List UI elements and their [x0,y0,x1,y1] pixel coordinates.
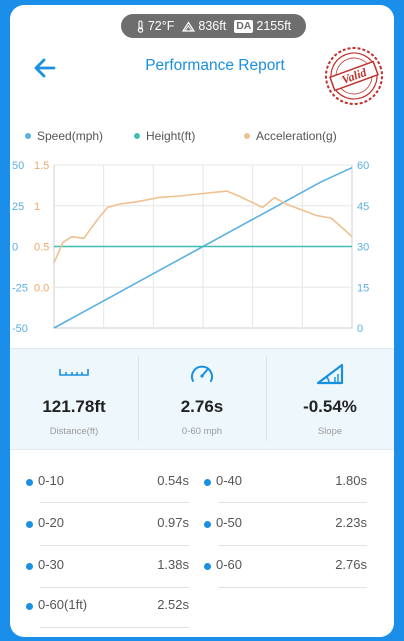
tick-label-height: 0 [12,242,18,254]
split-time: 0.54s [157,473,189,488]
split-time: 1.80s [335,473,367,488]
stat-slope: -0.54% Slope [266,349,394,449]
split-time: 0.97s [157,515,189,530]
split-row: 0-10 0.54s [26,473,189,493]
split-time: 2.76s [335,557,367,572]
stat-distance-label: Distance(ft) [49,426,99,437]
split-bullet [26,521,33,528]
conditions-pill: 72°F 836ft DA 2155ft [121,14,306,38]
split-row: 0-50 2.23s [204,515,367,535]
split-label: 0-20 [38,515,65,530]
split-time: 2.23s [335,515,367,530]
speedometer-icon [191,365,213,382]
legend-acceleration[interactable]: Acceleration(g) [244,129,337,143]
split-bullet [26,479,33,486]
tick-label-speed: 45 [357,201,369,213]
split-separator [40,627,189,628]
tick-label-speed: 15 [357,282,369,294]
split-bullet [26,563,33,570]
split-time: 2.52s [157,597,189,612]
legend-speed[interactable]: Speed(mph) [25,129,103,143]
tick-label-acceleration: 0.0 [34,282,49,294]
split-label: 0-60(1ft) [38,597,88,612]
split-bullet [204,563,211,570]
stat-0-60-value: 2.76s [180,397,224,416]
stats-divider [266,357,267,441]
legend-acceleration-label: Acceleration(g) [256,129,337,143]
legend-speed-label: Speed(mph) [37,129,104,143]
split-label: 0-30 [38,557,65,572]
stat-0-60: 2.76s 0-60 mph [138,349,266,449]
split-separator [40,502,189,503]
legend-height[interactable]: Height(ft) [134,129,195,143]
split-label: 0-50 [216,515,243,530]
thermometer-icon [137,19,144,33]
tick-label-acceleration: 0.5 [34,242,49,254]
temperature-item: 72°F [136,19,175,33]
split-time: 1.38s [157,557,189,572]
split-separator [218,587,367,588]
performance-chart[interactable]: 50 25 0 -25 -50 1.5 1 0.5 0.0 60 45 30 15 0 [10,155,394,345]
tick-label-acceleration: 1 [34,201,40,213]
tick-label-speed: 60 [357,160,369,172]
mountain-icon [182,20,196,32]
tick-label-height: 50 [12,160,24,172]
split-separator [40,545,189,546]
report-card: 72°F 836ft DA 2155ft Performance Report … [10,5,394,637]
tick-label-height: -25 [12,282,28,294]
tick-label-acceleration: 1.5 [34,160,49,172]
split-row: 0-60(1ft) 2.52s [26,597,189,617]
temperature-value: 72°F [147,19,175,33]
split-row: 0-20 0.97s [26,515,189,535]
back-arrow-icon[interactable] [32,55,58,81]
stats-panel: 121.78ft Distance(ft) 2.76s 0-60 mph -0.… [10,348,394,450]
split-row: 0-30 1.38s [26,557,189,577]
stat-0-60-label: 0-60 mph [181,426,223,437]
split-label: 0-40 [216,473,243,488]
stats-divider [138,357,139,441]
split-label: 0-10 [38,473,65,488]
stat-distance: 121.78ft Distance(ft) [10,349,138,449]
split-label: 0-60 [216,557,243,572]
split-separator [218,502,367,503]
density-altitude-item: DA 2155ft [234,19,291,33]
split-bullet [204,521,211,528]
stat-distance-value: 121.78ft [42,397,106,416]
split-bullet [26,603,33,610]
stat-slope-value: -0.54% [303,397,357,416]
slope-icon [316,363,344,385]
legend-height-dot [134,133,140,139]
density-altitude-value: 2155ft [256,19,292,33]
tick-label-height: 25 [12,201,24,213]
split-row: 0-60 2.76s [204,557,367,577]
page-title: Performance Report [145,57,285,74]
elevation-item: 836ft [182,19,226,33]
split-row: 0-40 1.80s [204,473,367,493]
tick-label-speed: 30 [357,242,369,254]
split-separator [218,545,367,546]
series-line-acceleration [53,190,353,264]
elevation-value: 836ft [198,19,227,33]
legend-height-label: Height(ft) [146,129,196,143]
ruler-icon [59,369,89,376]
da-badge: DA [234,19,254,33]
split-separator [40,587,189,588]
legend-acceleration-dot [244,133,250,139]
legend-speed-dot [25,133,31,139]
tick-label-speed: 0 [357,323,363,335]
tick-label-height: -50 [12,323,28,335]
valid-stamp-icon: Valid [325,47,383,105]
split-bullet [204,479,211,486]
stat-slope-label: Slope [317,426,343,437]
